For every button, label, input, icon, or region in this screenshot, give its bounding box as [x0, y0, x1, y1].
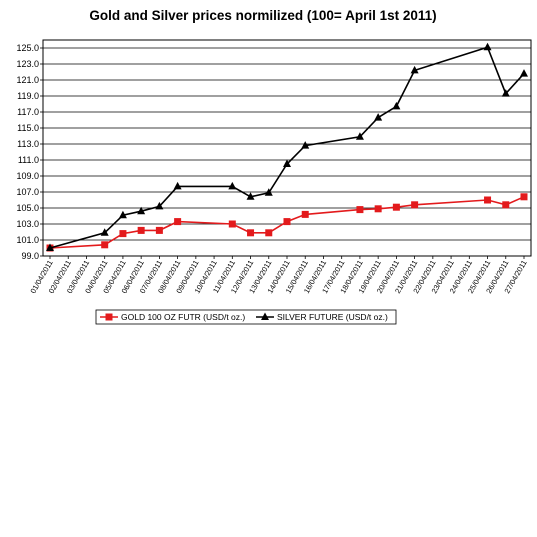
- data-point-silver: [100, 228, 109, 236]
- y-tick-label: 117.0: [17, 107, 39, 117]
- data-point-silver: [118, 210, 127, 219]
- y-tick-label: 101.0: [16, 235, 39, 245]
- legend: GOLD 100 OZ FUTR (USD/t oz.) SILVER FUTUR…: [95, 309, 397, 325]
- data-point-silver: [501, 89, 510, 97]
- x-axis: 01/04/201102/04/201103/04/201104/04/2011…: [28, 256, 529, 295]
- series-gold: [46, 193, 528, 252]
- data-point-silver: [246, 192, 255, 200]
- y-tick-label: 105.0: [16, 203, 39, 213]
- data-point-gold: [520, 193, 528, 201]
- data-point-gold: [283, 218, 291, 226]
- y-tick-label: 111.0: [18, 155, 39, 165]
- data-point-silver: [283, 159, 291, 167]
- data-point-silver: [374, 113, 383, 121]
- y-axis: 99.0 101.0 103.0 105.0 107.0 109.0 111.0 113.0 1…: [16, 43, 43, 261]
- legend-box: [95, 309, 397, 325]
- data-point-gold: [392, 203, 400, 211]
- data-point-gold: [101, 241, 109, 249]
- data-point-gold: [301, 210, 309, 218]
- legend-marker-gold: [105, 313, 113, 321]
- series-line-silver: [49, 46, 525, 249]
- y-tick-label: 103.0: [16, 219, 39, 229]
- data-point-gold: [228, 220, 236, 228]
- y-tick-label: 123.0: [16, 59, 39, 69]
- data-point-gold: [119, 230, 127, 238]
- data-point-silver: [355, 132, 364, 140]
- data-point-gold: [247, 229, 255, 237]
- data-point-gold: [484, 196, 492, 204]
- y-tick-label: 119.0: [17, 91, 39, 101]
- y-tick-label: 107.0: [16, 187, 39, 197]
- y-tick-label: 125.0: [16, 43, 39, 53]
- y-tick-label: 115.0: [17, 123, 39, 133]
- data-point-gold: [137, 226, 145, 234]
- legend-label-silver: SILVER FUTURE (USD/t oz.): [277, 312, 388, 322]
- data-point-silver: [264, 188, 273, 196]
- data-point-gold: [411, 201, 419, 209]
- y-tick-label: 113.0: [17, 139, 39, 149]
- data-point-silver: [228, 181, 237, 190]
- data-point-silver: [155, 201, 164, 210]
- y-tick-label: 99.0: [21, 251, 39, 261]
- series-layer: [46, 42, 528, 252]
- data-point-silver: [483, 42, 492, 51]
- chart-title: Gold and Silver prices normilized (100= …: [89, 8, 436, 23]
- data-point-gold: [265, 229, 273, 237]
- data-point-gold: [155, 226, 163, 234]
- legend-marker-silver: [261, 312, 269, 320]
- data-point-gold: [374, 205, 382, 213]
- data-point-gold: [174, 218, 182, 226]
- y-tick-label: 109.0: [16, 171, 39, 181]
- data-point-silver: [392, 101, 401, 110]
- data-point-silver: [137, 206, 146, 215]
- gridlines: [43, 47, 531, 257]
- series-silver: [46, 42, 528, 251]
- data-point-gold: [502, 201, 510, 209]
- data-point-silver: [520, 69, 528, 77]
- data-point-silver: [46, 243, 54, 251]
- data-point-silver: [301, 141, 310, 149]
- data-point-silver: [173, 181, 182, 190]
- legend-label-gold: GOLD 100 OZ FUTR (USD/t oz.): [121, 312, 245, 322]
- y-tick-label: 121.0: [16, 75, 39, 85]
- data-point-silver: [410, 65, 419, 74]
- data-point-gold: [356, 206, 364, 214]
